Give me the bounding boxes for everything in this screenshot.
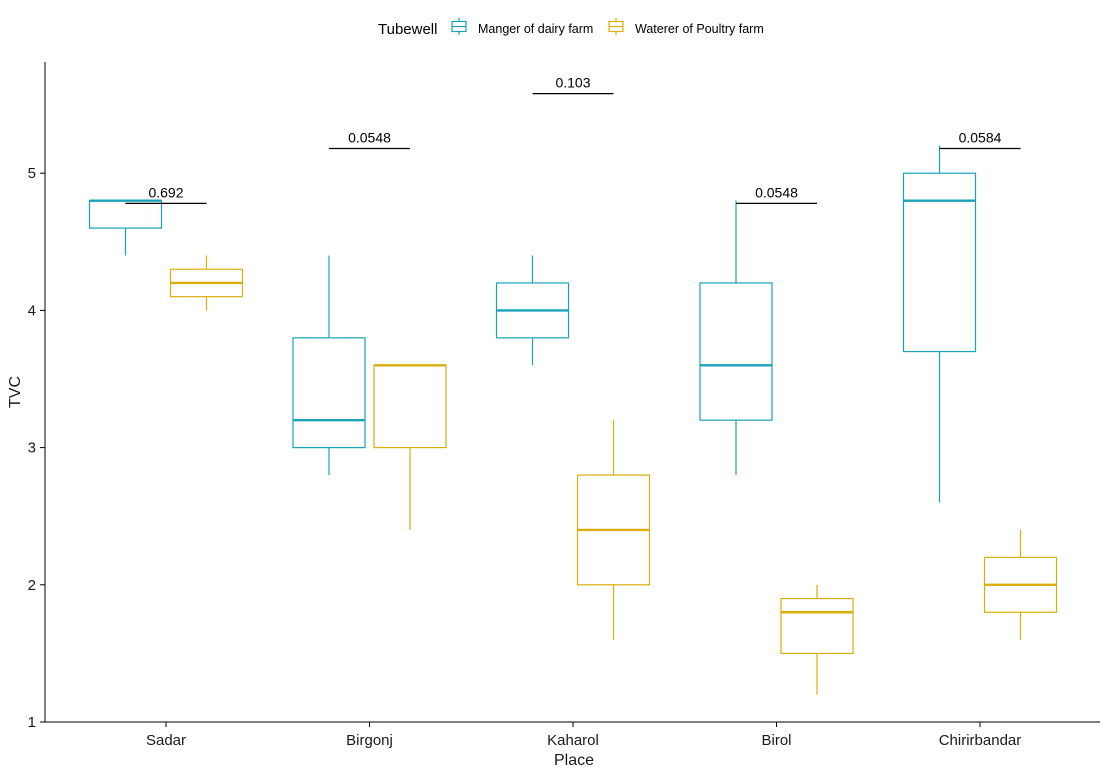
y-tick-label: 5	[28, 165, 36, 182]
box-body	[373, 364, 447, 449]
box-manger-of-dairy-farm-sadar	[88, 199, 163, 256]
pvalue-label: 0.103	[555, 75, 590, 91]
pvalue-annotation: 0.0584	[939, 130, 1021, 150]
legend-title: Tubewell	[378, 21, 437, 38]
pvalue-annotation: 0.692	[125, 184, 207, 204]
y-tick-label: 2	[28, 577, 36, 594]
box-body	[902, 172, 977, 353]
box-waterer-of-poultry-farm-chirirbandar	[983, 529, 1058, 640]
pvalue-annotation: 0.0548	[736, 184, 817, 204]
box-body	[780, 597, 854, 655]
y-tick-label: 1	[28, 714, 36, 731]
legend-entry-dairy: Manger of dairy farm	[451, 18, 593, 36]
y-axis-ticks: 1 2 3 4 5	[28, 165, 45, 731]
legend-key-dairy	[451, 18, 467, 35]
x-tick-label: Birgonj	[346, 732, 393, 749]
legend-key-poultry	[608, 18, 624, 35]
box-manger-of-dairy-farm-kaharol	[495, 255, 570, 366]
box-manger-of-dairy-farm-chirirbandar	[902, 145, 977, 503]
legend-label-dairy: Manger of dairy farm	[478, 22, 593, 36]
y-axis-title: TVC	[7, 376, 24, 408]
pvalue-label: 0.0548	[755, 184, 798, 200]
box-waterer-of-poultry-farm-kaharol	[576, 420, 651, 640]
x-tick-label: Sadar	[146, 732, 186, 749]
x-tick-label: Kaharol	[547, 732, 599, 749]
legend: Tubewell Manger of dairy farm Waterer of…	[378, 18, 764, 38]
pvalue-annotation: 0.103	[532, 75, 614, 95]
legend-entry-poultry: Waterer of Poultry farm	[608, 18, 764, 36]
x-tick-label: Chirirbandar	[939, 732, 1022, 749]
box-manger-of-dairy-farm-birol	[699, 200, 773, 476]
box-body	[699, 282, 773, 421]
x-tick-label: Birol	[761, 732, 791, 749]
y-tick-label: 4	[28, 302, 36, 319]
box-body	[88, 200, 163, 229]
pvalue-label: 0.0584	[959, 130, 1002, 146]
x-axis-ticks: Sadar Birgonj Kaharol Birol Chirirbandar	[146, 722, 1021, 749]
x-axis-title: Place	[554, 752, 594, 769]
pvalue-label: 0.692	[148, 184, 183, 200]
box-layer	[88, 145, 1058, 695]
pvalue-annotation: 0.0548	[329, 130, 410, 150]
box-waterer-of-poultry-farm-birgonj	[373, 364, 447, 530]
box-waterer-of-poultry-farm-birol	[780, 584, 854, 695]
legend-label-poultry: Waterer of Poultry farm	[635, 22, 764, 36]
pvalue-label: 0.0548	[348, 130, 391, 146]
box-body	[292, 337, 366, 449]
box-waterer-of-poultry-farm-sadar	[169, 255, 244, 311]
y-tick-label: 3	[28, 440, 36, 457]
box-manger-of-dairy-farm-birgonj	[292, 255, 366, 476]
pvalue-layer: 0.692 0.0548 0.103 0.0548 0.0584	[125, 75, 1021, 204]
